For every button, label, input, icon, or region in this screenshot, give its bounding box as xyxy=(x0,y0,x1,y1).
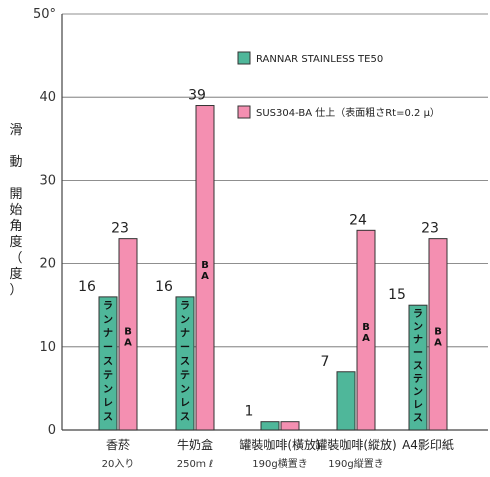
bar-value-label: 7 xyxy=(321,354,330,370)
legend-swatch xyxy=(237,51,251,65)
category-label: 罐裝咖啡(縱放) xyxy=(315,437,396,452)
category-sublabel: 190g横置き xyxy=(252,457,307,470)
y-tick-label: 20 xyxy=(39,257,56,272)
bar-inner-text: ランナーステンレス xyxy=(103,300,113,423)
bar-sus304 xyxy=(195,105,215,431)
legend-entry: RANNAR STAINLESS TE50 xyxy=(256,54,383,65)
category-label: A4影印紙 xyxy=(402,437,454,452)
bars: ランナーステンレス ランナーステンレス ランナーステンレス B A B A B A B A xyxy=(98,105,448,431)
bar-rannar xyxy=(408,304,428,431)
y-tick-label: 30 xyxy=(39,173,56,188)
bar-inner-text: ランナーステンレス xyxy=(413,308,423,424)
legend-swatch xyxy=(237,105,251,119)
category-sublabel: 20入り xyxy=(102,458,135,470)
legend: RANNAR STAINLESS TE50 SUS304-BA 仕上（表面粗さRt… xyxy=(237,51,440,119)
bar-value-label: 1 xyxy=(245,404,254,420)
bar-sus304 xyxy=(118,238,138,431)
bar-sus304 xyxy=(280,421,300,431)
bar-value-label: 39 xyxy=(188,88,206,104)
category-sublabel: 190g縦置き xyxy=(328,457,383,470)
y-axis-label: 滑 動 開始角度（度） xyxy=(9,123,22,298)
value-labels: 16 16 1 7 15 23 39 24 23 xyxy=(78,88,439,420)
bar-rannar xyxy=(175,296,195,431)
category-label: 罐裝咖啡(橫放) xyxy=(239,437,320,452)
bar-value-label: 15 xyxy=(388,287,406,303)
bar-value-label: 16 xyxy=(78,279,96,295)
y-tick-label: 50° xyxy=(33,7,56,22)
category-label: 香菸 xyxy=(106,438,130,452)
bar-rannar xyxy=(98,296,118,431)
y-tick-label: 40 xyxy=(39,90,56,105)
y-tick-labels: 0 10 20 30 40 50° xyxy=(33,7,56,438)
bar-value-label: 23 xyxy=(111,221,129,237)
category-label: 牛奶盒 xyxy=(177,437,213,452)
category-sublabel: 250ｍ ℓ xyxy=(177,459,213,470)
bar-rannar xyxy=(260,421,280,431)
bar-value-label: 24 xyxy=(349,212,367,228)
bar-sus304 xyxy=(356,229,376,431)
bar-rannar xyxy=(336,371,356,431)
bar-value-label: 16 xyxy=(155,279,173,295)
y-tick-label: 10 xyxy=(39,340,56,355)
y-tick-label: 0 xyxy=(48,423,56,438)
bar-value-label: 23 xyxy=(421,221,439,237)
legend-entry: SUS304-BA 仕上（表面粗さRt=0.2 μ） xyxy=(256,106,440,119)
bar-sus304 xyxy=(428,238,448,431)
bar-inner-text: ランナーステンレス xyxy=(180,300,190,423)
